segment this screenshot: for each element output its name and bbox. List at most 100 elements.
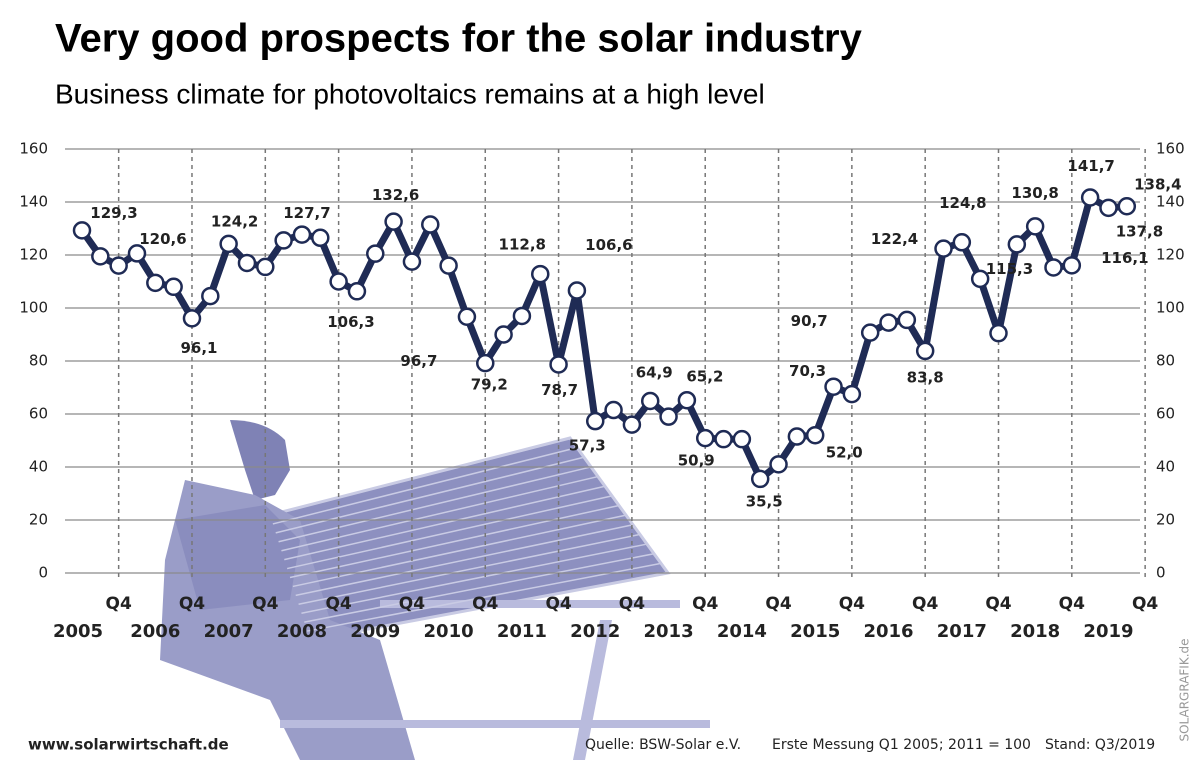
data-label: 70,3 (789, 362, 826, 380)
marker (329, 272, 348, 291)
y2-tick-label: 20 (1156, 511, 1175, 529)
marker (860, 323, 880, 342)
marker (970, 269, 990, 289)
data-label: 65,2 (686, 368, 723, 386)
marker (677, 390, 697, 410)
data-label: 35,5 (746, 492, 783, 510)
marker (366, 244, 385, 263)
x-quarter-label: Q4 (1132, 594, 1158, 614)
x-quarter-label: Q4 (912, 594, 938, 614)
panel-stripe (278, 466, 592, 543)
marker (182, 309, 202, 328)
y2-tick-label: 60 (1156, 405, 1175, 423)
marker (1044, 258, 1063, 277)
y-tick-label: 100 (19, 299, 48, 317)
x-year-label: 2010 (424, 621, 474, 642)
panel-stripe (272, 446, 578, 525)
website: www.solarwirtschaft.de (28, 736, 229, 754)
panel-stripe (304, 552, 655, 623)
data-label: 96,7 (400, 352, 437, 370)
y-tick-label: 20 (29, 511, 48, 529)
x-year-label: 2012 (570, 621, 620, 642)
chart-subtitle: Business climate for photovoltaics remai… (55, 78, 765, 109)
data-label: 122,4 (871, 230, 918, 248)
marker (1080, 188, 1100, 207)
marker (201, 286, 220, 306)
marker (805, 425, 825, 445)
x-quarter-label: Q4 (765, 594, 791, 614)
marker (72, 221, 92, 240)
marker (91, 247, 110, 266)
x-year-label: 2007 (204, 621, 254, 642)
marker (146, 273, 165, 293)
x-year-label: 2014 (717, 621, 767, 642)
marker (989, 323, 1008, 343)
x-quarter-label: Q4 (179, 594, 205, 614)
panel-stripe (307, 562, 662, 632)
x-year-label: 2019 (1083, 621, 1133, 642)
x-quarter-label: Q4 (472, 594, 498, 614)
x-year-label: 2011 (497, 621, 547, 642)
data-label: 106,3 (327, 313, 374, 331)
marker (824, 377, 843, 396)
panel-stripe (295, 524, 634, 597)
marker (311, 228, 330, 248)
marker (750, 469, 770, 489)
x-quarter-label: Q4 (985, 594, 1011, 614)
x-quarter-label: Q4 (252, 594, 278, 614)
chart-title: Very good prospects for the solar indust… (55, 17, 863, 61)
data-label: 52,0 (826, 444, 863, 462)
marker (127, 244, 147, 263)
x-year-label: 2013 (644, 621, 694, 642)
marker (531, 264, 550, 284)
marker (164, 277, 183, 297)
note: Erste Messung Q1 2005; 2011 = 100 (772, 737, 1031, 753)
x-quarter-label: Q4 (839, 594, 865, 614)
y2-tick-label: 0 (1156, 564, 1166, 582)
y2-tick-label: 40 (1156, 458, 1175, 476)
marker (714, 429, 733, 449)
line (79, 193, 1128, 483)
marker (622, 415, 642, 434)
panel-stripe (286, 495, 613, 570)
marker (384, 212, 403, 231)
y2-tick-label: 120 (1156, 246, 1185, 264)
marker (915, 341, 935, 361)
data-label: 50,9 (678, 452, 715, 470)
marker (274, 231, 293, 250)
y2-tick-label: 140 (1156, 193, 1185, 211)
data-label: 137,8 (1116, 222, 1163, 240)
x-quarter-label: Q4 (399, 594, 425, 614)
y-tick-label: 80 (29, 352, 48, 370)
x-year-label: 2016 (863, 621, 913, 642)
marker (879, 313, 898, 332)
x-year-label: 2018 (1010, 621, 1060, 642)
x-year-label: 2005 (53, 621, 103, 642)
y2-tick-label: 160 (1156, 140, 1185, 158)
marker (604, 400, 623, 420)
data-label: 83,8 (907, 368, 944, 386)
y-tick-label: 120 (19, 246, 48, 264)
x-quarter-label: Q4 (545, 594, 571, 614)
marker (897, 310, 917, 330)
marker (842, 384, 862, 404)
marker (421, 215, 440, 234)
marker (256, 257, 275, 277)
marker (695, 428, 715, 448)
y2-tick-label: 100 (1156, 299, 1185, 317)
data-label: 124,8 (939, 194, 986, 212)
marker (109, 256, 128, 275)
data-label: 57,3 (569, 437, 606, 455)
data-label: 64,9 (636, 364, 673, 382)
marker (732, 429, 752, 449)
x-year-label: 2008 (277, 621, 327, 642)
data-label: 124,2 (211, 212, 258, 230)
x-quarter-label: Q4 (619, 594, 645, 614)
panel-stripe (284, 485, 606, 561)
x-year-label: 2006 (130, 621, 180, 642)
data-label: 96,1 (180, 339, 217, 357)
marker (1117, 196, 1137, 216)
marker (659, 407, 678, 426)
marker (347, 282, 367, 301)
